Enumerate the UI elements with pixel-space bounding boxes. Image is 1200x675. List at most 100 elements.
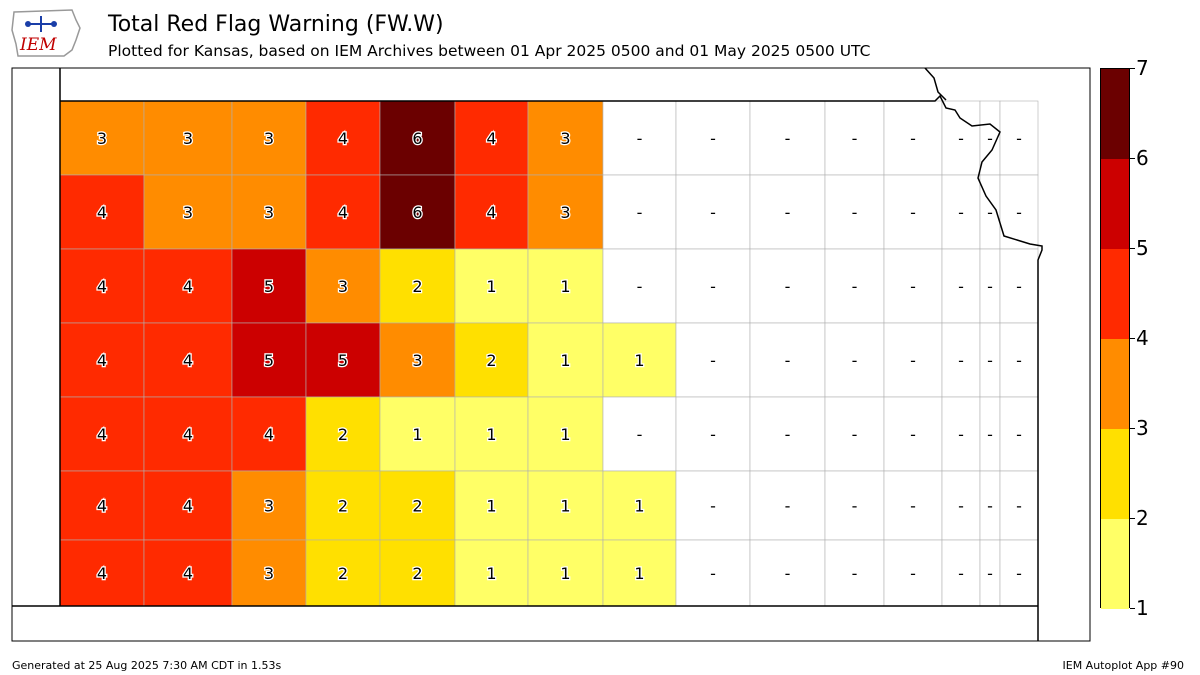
county-value-label: 1: [412, 425, 422, 444]
county-value-label: -: [910, 497, 916, 516]
county-value-label: 1: [634, 351, 644, 370]
county-value-label: -: [958, 425, 964, 444]
county-value-label: 3: [412, 351, 422, 370]
county-cell: [59, 470, 145, 541]
county-cell: [231, 470, 307, 541]
county-value-label: -: [852, 277, 858, 296]
county-value-label: 3: [264, 497, 274, 516]
county-value-label: -: [987, 129, 993, 148]
county-cell: [305, 396, 381, 472]
county-value-label: 3: [264, 203, 274, 222]
county-value-label: -: [637, 425, 643, 444]
colorbar-segment: [1101, 339, 1129, 429]
county-value-label: 4: [183, 351, 193, 370]
county-value-label: -: [710, 425, 716, 444]
county-value-label: -: [1016, 497, 1022, 516]
county-value-label: 4: [183, 564, 193, 583]
county-cell: [824, 100, 885, 176]
county-cell: [59, 100, 145, 176]
county-cell: [602, 100, 677, 176]
county-value-label: 4: [97, 351, 107, 370]
county-value-label: 3: [264, 129, 274, 148]
county-value-label: -: [637, 203, 643, 222]
county-value-label: -: [958, 277, 964, 296]
county-value-label: 1: [486, 425, 496, 444]
colorbar-tick-label: 5: [1136, 236, 1149, 260]
county-cell: [824, 539, 885, 607]
county-cell: [602, 322, 677, 398]
county-value-label: -: [852, 497, 858, 516]
county-cell: [527, 539, 604, 607]
county-cell: [379, 470, 456, 541]
county-cell: [143, 396, 233, 472]
county-cell: [824, 248, 885, 324]
county-cell: [143, 322, 233, 398]
county-cell: [999, 248, 1039, 324]
county-value-label: 4: [486, 129, 496, 148]
colorbar-tick-label: 2: [1136, 506, 1149, 530]
colorbar-tick-label: 7: [1136, 56, 1149, 80]
county-cell: [143, 248, 233, 324]
logo-text: IEM: [19, 35, 57, 55]
county-cell: [941, 248, 981, 324]
county-cell: [527, 322, 604, 398]
county-value-label: -: [910, 564, 916, 583]
county-cell: [675, 248, 751, 324]
county-value-label: -: [1016, 203, 1022, 222]
colorbar-tick-label: 1: [1136, 596, 1149, 620]
county-cell: [379, 396, 456, 472]
county-value-label: -: [1016, 277, 1022, 296]
county-value-label: 5: [264, 351, 274, 370]
county-value-label: 4: [183, 497, 193, 516]
county-value-label: 1: [560, 497, 570, 516]
county-value-label: -: [910, 203, 916, 222]
colorbar-tick: [1130, 338, 1135, 339]
autoplot-app-label: IEM Autoplot App #90: [1062, 659, 1185, 672]
county-cell: [379, 539, 456, 607]
county-value-label: 4: [486, 203, 496, 222]
colorbar-tick: [1130, 428, 1135, 429]
county-value-label: -: [910, 277, 916, 296]
county-value-label: 1: [560, 425, 570, 444]
colorbar-segment: [1101, 519, 1129, 609]
county-cell: [824, 174, 885, 250]
county-cell: [231, 174, 307, 250]
county-value-label: -: [852, 203, 858, 222]
county-value-label: 1: [634, 497, 644, 516]
county-cell: [999, 322, 1039, 398]
county-value-label: 1: [486, 277, 496, 296]
county-value-label: 4: [97, 497, 107, 516]
county-value-label: -: [1016, 351, 1022, 370]
county-cell: [602, 248, 677, 324]
county-value-label: -: [710, 277, 716, 296]
county-cell: [143, 539, 233, 607]
county-value-label: -: [785, 425, 791, 444]
county-cell: [143, 100, 233, 176]
county-cell: [305, 539, 381, 607]
county-value-label: -: [852, 351, 858, 370]
county-value-label: 2: [338, 564, 348, 583]
colorbar-segment: [1101, 429, 1129, 519]
county-value-label: 2: [338, 497, 348, 516]
map-title: Total Red Flag Warning (FW.W): [108, 12, 444, 37]
county-cell: [231, 396, 307, 472]
county-value-label: -: [910, 129, 916, 148]
county-cell: [941, 539, 981, 607]
county-value-label: -: [910, 351, 916, 370]
colorbar-tick: [1130, 68, 1135, 69]
county-cell: [602, 539, 677, 607]
county-value-label: 2: [412, 277, 422, 296]
county-value-label: 1: [560, 351, 570, 370]
county-value-label: -: [1016, 129, 1022, 148]
county-cell: [231, 539, 307, 607]
county-value-label: 5: [264, 277, 274, 296]
county-value-label: 4: [97, 564, 107, 583]
generated-timestamp: Generated at 25 Aug 2025 7:30 AM CDT in …: [12, 659, 282, 672]
county-cell: [59, 174, 145, 250]
county-cell: [824, 396, 885, 472]
county-cell: [602, 396, 677, 472]
county-cell: [941, 174, 981, 250]
county-cell: [305, 100, 381, 176]
county-cell: [602, 174, 677, 250]
county-value-label: -: [852, 564, 858, 583]
